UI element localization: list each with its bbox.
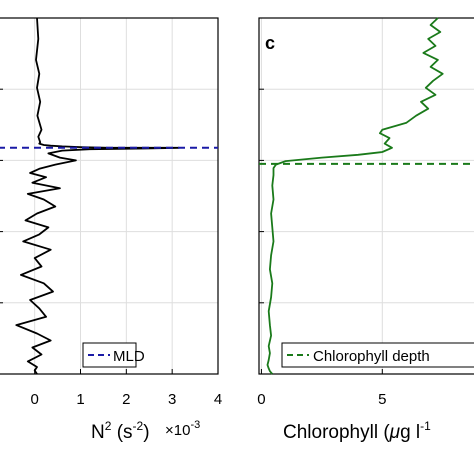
left-series	[0, 17, 218, 375]
left-axes-frame	[0, 17, 219, 375]
right-y-ticks	[259, 17, 264, 375]
panel-left: 0 1 2 3 4 MLD N2 (s-2) ×10-3	[0, 17, 222, 443]
right-grid	[259, 17, 474, 375]
right-legend-label-chl: Chlorophyll depth	[313, 348, 430, 365]
left-x-axis-label: N2 (s-2)	[91, 419, 150, 443]
right-legend: Chlorophyll depth	[281, 342, 474, 368]
left-x-multiplier: ×10-3	[165, 419, 200, 439]
right-legend-box	[281, 342, 474, 368]
left-x-tick-label: 3	[168, 391, 176, 408]
right-series	[259, 17, 474, 375]
right-x-tick-label: 0	[257, 391, 265, 408]
right-x-axis-label: Chlorophyll (μg l-1	[283, 419, 431, 443]
left-series-profile	[15, 17, 180, 375]
right-axes-frame	[258, 17, 474, 375]
left-y-ticks	[0, 17, 3, 375]
left-x-tick-label: 1	[76, 391, 84, 408]
left-x-ticks: 0 1 2 3 4	[30, 369, 222, 408]
left-x-tick-label: 0	[30, 391, 38, 408]
left-x-tick-label: 2	[122, 391, 130, 408]
right-x-tick-label: 5	[378, 391, 386, 408]
left-x-tick-label: 4	[214, 391, 222, 408]
left-legend: MLD	[82, 342, 145, 368]
left-legend-label-mld: MLD	[113, 348, 145, 365]
panel-label-c: c	[265, 33, 275, 53]
right-series-profile	[266, 17, 444, 375]
